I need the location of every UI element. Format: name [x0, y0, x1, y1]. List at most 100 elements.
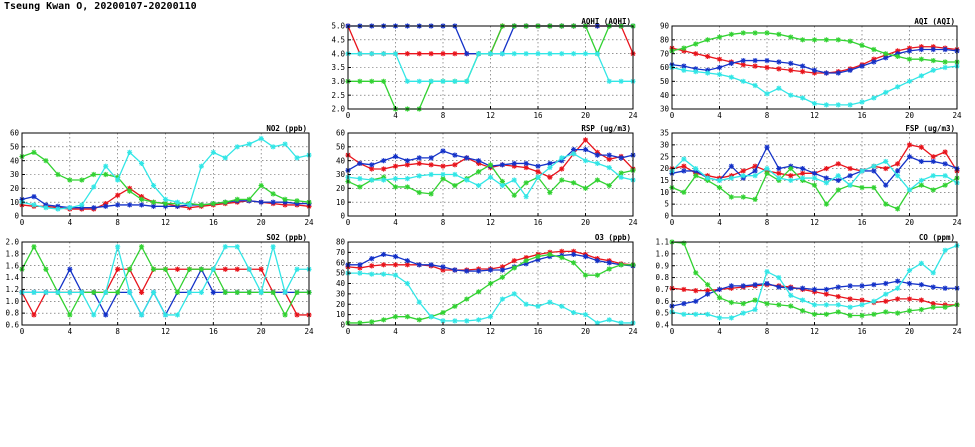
data-point — [428, 191, 434, 197]
data-point — [847, 312, 853, 319]
data-point — [210, 200, 216, 207]
data-point — [582, 51, 589, 57]
data-point — [55, 171, 61, 178]
data-point — [440, 176, 446, 182]
data-point — [174, 266, 181, 272]
x-tick-label: 12 — [486, 218, 495, 227]
data-point — [618, 320, 624, 326]
y-tick-label: 2.0 — [331, 105, 345, 114]
data-point — [115, 266, 121, 272]
data-point — [835, 187, 841, 193]
data-point — [776, 274, 782, 281]
x-tick-label: 0 — [20, 218, 25, 227]
series-cyan — [345, 151, 636, 200]
data-point — [930, 187, 936, 193]
chart-title: AQI (AQI) — [914, 17, 955, 26]
page-title: Tseung Kwan O, 20200107-20200110 — [4, 1, 197, 12]
data-point — [693, 173, 699, 179]
data-point — [823, 286, 829, 293]
x-tick-label: 4 — [393, 111, 398, 120]
data-point — [246, 196, 252, 202]
data-point — [571, 248, 577, 254]
y-tick-label: 0.4 — [655, 321, 669, 330]
x-tick-label: 8 — [115, 327, 120, 336]
data-point — [91, 171, 97, 178]
data-point — [357, 320, 363, 326]
data-point — [115, 289, 121, 295]
data-point — [404, 258, 410, 264]
x-tick-label: 24 — [628, 111, 638, 120]
series-green — [669, 30, 960, 65]
data-point — [31, 312, 37, 318]
data-point — [499, 296, 505, 302]
data-point — [234, 196, 240, 202]
data-point — [930, 57, 936, 64]
data-point — [571, 147, 577, 153]
data-point — [895, 53, 901, 60]
data-point — [823, 165, 829, 172]
x-tick-label: 8 — [115, 218, 120, 227]
data-point — [79, 205, 85, 211]
data-point — [693, 66, 699, 72]
data-point — [823, 37, 829, 43]
data-point — [764, 144, 770, 150]
data-point — [800, 170, 806, 176]
data-point — [811, 302, 818, 308]
data-point — [511, 177, 517, 183]
data-point — [357, 160, 363, 167]
data-point — [895, 278, 901, 284]
data-point — [127, 266, 133, 272]
data-point — [115, 202, 121, 208]
data-point — [582, 137, 589, 143]
data-point — [752, 82, 758, 89]
data-point — [381, 158, 387, 164]
data-point — [440, 267, 446, 273]
data-point — [740, 62, 746, 68]
data-point — [895, 206, 901, 212]
data-point — [452, 51, 458, 57]
y-tick-label: 0 — [340, 321, 345, 330]
data-point — [752, 57, 758, 64]
data-point — [930, 44, 936, 50]
data-point — [681, 240, 687, 246]
data-point — [811, 67, 818, 73]
data-point — [559, 166, 565, 172]
data-point — [416, 173, 422, 179]
y-tick-label: 4.5 — [331, 35, 345, 44]
data-point — [511, 163, 517, 169]
data-point — [776, 85, 782, 91]
data-point — [499, 178, 505, 185]
data-point — [788, 173, 794, 179]
data-point — [523, 180, 529, 186]
y-tick-label: 10 — [10, 198, 20, 207]
data-point — [523, 258, 529, 264]
chart-title: FSP (ug/m3) — [905, 124, 955, 133]
data-point — [906, 280, 913, 287]
data-point — [705, 311, 711, 317]
y-tick-label: 60 — [660, 63, 670, 72]
data-point — [681, 311, 687, 317]
y-tick-label: 30 — [660, 105, 670, 114]
data-point — [800, 175, 806, 181]
x-tick-label: 24 — [952, 111, 962, 120]
data-point — [918, 297, 924, 303]
y-tick-label: 1.1 — [655, 238, 669, 247]
data-point — [693, 288, 699, 294]
data-point — [764, 64, 770, 71]
data-point — [606, 182, 612, 189]
data-point — [381, 78, 387, 84]
data-point — [222, 155, 228, 161]
data-point — [811, 37, 818, 43]
data-point — [918, 282, 924, 288]
x-tick-label: 8 — [765, 111, 770, 120]
data-point — [103, 200, 109, 207]
data-point — [547, 189, 553, 196]
data-point — [705, 288, 711, 294]
data-point — [282, 289, 288, 295]
data-point — [705, 37, 711, 43]
data-point — [582, 185, 589, 191]
data-point — [270, 199, 276, 205]
data-point — [728, 31, 734, 37]
data-point — [138, 194, 145, 200]
